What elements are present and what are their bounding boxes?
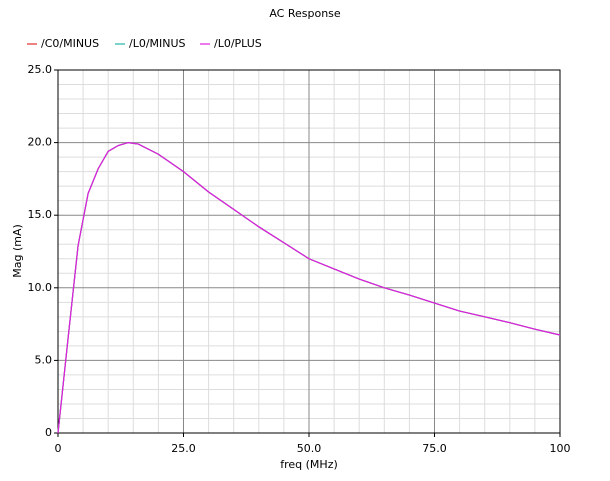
y-tick-label: 25.0 <box>28 63 53 76</box>
plot-frame <box>57 69 561 434</box>
y-tick-label: 0 <box>45 426 52 439</box>
y-tick-label: 5.0 <box>35 353 53 366</box>
x-tick-label: 100 <box>550 442 571 455</box>
chart-title: AC Response <box>269 7 341 20</box>
legend-label: /L0/PLUS <box>214 37 262 50</box>
legend-label: /C0/MINUS <box>41 37 99 50</box>
y-tick-label: 20.0 <box>28 136 53 149</box>
x-axis-label: freq (MHz) <box>280 458 338 471</box>
legend-label: /L0/MINUS <box>129 37 186 50</box>
y-axis-label: Mag (mA) <box>11 224 24 278</box>
y-tick-label: 10.0 <box>28 281 53 294</box>
x-tick-label: 50.0 <box>297 442 322 455</box>
series-line <box>57 141 561 434</box>
y-tick-label: 15.0 <box>28 208 53 221</box>
x-tick-label: 75.0 <box>422 442 447 455</box>
x-tick-label: 25.0 <box>171 442 196 455</box>
x-tick-label: 0 <box>55 442 62 455</box>
